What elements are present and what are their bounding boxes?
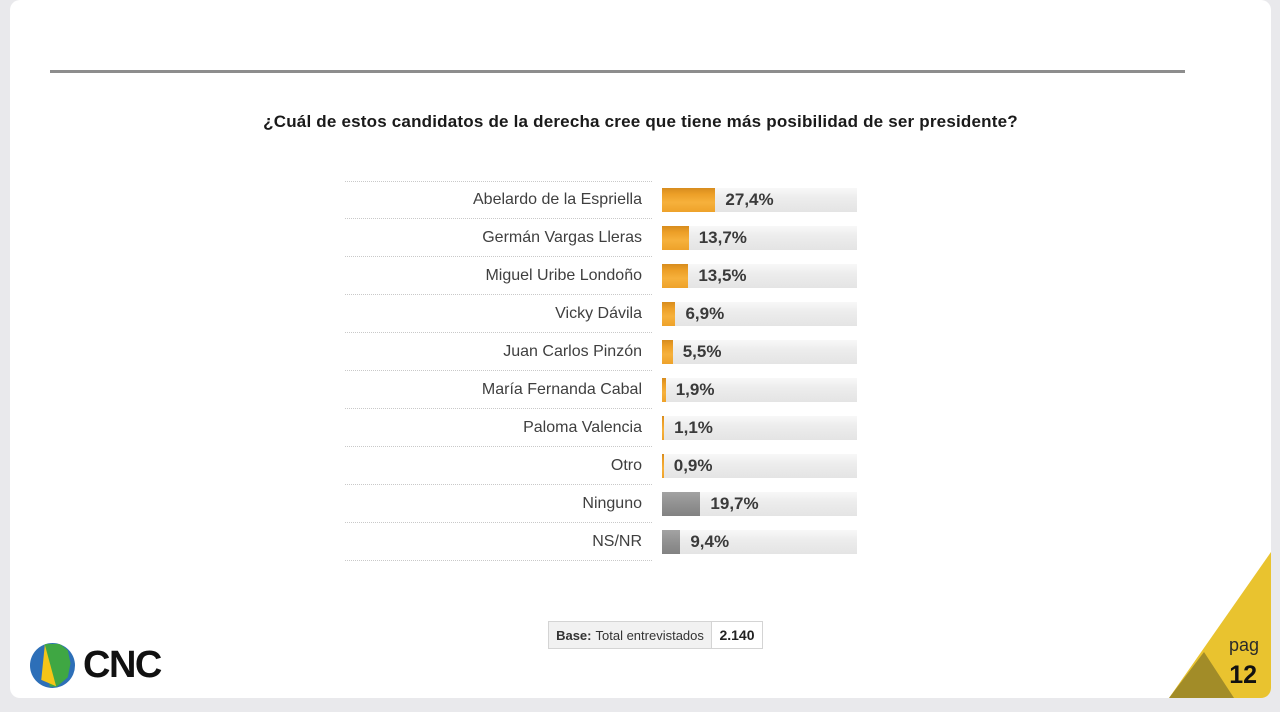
value-label: 5,5% bbox=[682, 342, 722, 361]
bar-track: 6,9% bbox=[662, 302, 857, 326]
chart-row: María Fernanda Cabal 1,9% bbox=[345, 371, 865, 409]
page-corner: pag 12 bbox=[1159, 552, 1271, 698]
value-label: 1,9% bbox=[675, 380, 715, 399]
chart-row: Abelardo de la Espriella 27,4% bbox=[345, 181, 865, 219]
category-label: Miguel Uribe Londoño bbox=[345, 257, 652, 295]
chart-row: Juan Carlos Pinzón 5,5% bbox=[345, 333, 865, 371]
chart-row: Otro 0,9% bbox=[345, 447, 865, 485]
base-label-text: Total entrevistados bbox=[595, 627, 704, 643]
bar bbox=[662, 302, 676, 326]
bar-track: 19,7% bbox=[662, 492, 857, 516]
category-label: Germán Vargas Lleras bbox=[345, 219, 652, 257]
bar bbox=[662, 226, 689, 250]
cnc-logo-icon bbox=[30, 643, 75, 688]
category-label: Vicky Dávila bbox=[345, 295, 652, 333]
page-word: pag bbox=[1228, 635, 1259, 655]
base-table: Base: Total entrevistados 2.140 bbox=[548, 621, 763, 649]
chart-row: Ninguno 19,7% bbox=[345, 485, 865, 523]
value-label: 13,7% bbox=[698, 228, 747, 247]
category-label: Paloma Valencia bbox=[345, 409, 652, 447]
value-label: 9,4% bbox=[690, 532, 730, 551]
bar bbox=[662, 530, 681, 554]
base-label-cell: Base: Total entrevistados bbox=[549, 622, 712, 648]
cnc-logo-text: CNC bbox=[83, 644, 162, 686]
bar-track: 1,9% bbox=[662, 378, 857, 402]
category-label: NS/NR bbox=[345, 523, 652, 561]
value-label: 6,9% bbox=[685, 304, 725, 323]
page-title: ¿Cuál de estos candidatos de la derecha … bbox=[263, 112, 1018, 131]
bar bbox=[662, 340, 673, 364]
category-label: Juan Carlos Pinzón bbox=[345, 333, 652, 371]
bar-chart: Abelardo de la Espriella 27,4% Germán Va… bbox=[345, 181, 865, 561]
divider-line bbox=[50, 70, 1185, 73]
bar-track: 5,5% bbox=[662, 340, 857, 364]
chart-row: Paloma Valencia 1,1% bbox=[345, 409, 865, 447]
bar-track: 13,7% bbox=[662, 226, 857, 250]
bar bbox=[662, 492, 701, 516]
bar bbox=[662, 416, 665, 440]
bar bbox=[662, 188, 716, 212]
chart-row: Miguel Uribe Londoño 13,5% bbox=[345, 257, 865, 295]
chart-row: NS/NR 9,4% bbox=[345, 523, 865, 561]
bar-track: 0,9% bbox=[662, 454, 857, 478]
chart-row: Germán Vargas Lleras 13,7% bbox=[345, 219, 865, 257]
page-corner-triangle-icon bbox=[1169, 552, 1271, 698]
value-label: 1,1% bbox=[674, 418, 713, 437]
category-label: Ninguno bbox=[345, 485, 652, 523]
value-label: 13,5% bbox=[698, 266, 747, 285]
category-label: María Fernanda Cabal bbox=[345, 371, 652, 409]
bar-track: 1,1% bbox=[662, 416, 857, 440]
category-label: Otro bbox=[345, 447, 652, 485]
value-label: 27,4% bbox=[725, 190, 774, 209]
bar bbox=[662, 378, 666, 402]
base-value-cell: 2.140 bbox=[712, 622, 762, 648]
chart-row: Vicky Dávila 6,9% bbox=[345, 295, 865, 333]
cnc-logo: CNC bbox=[30, 643, 162, 688]
value-label: 19,7% bbox=[710, 494, 759, 513]
bar-track: 27,4% bbox=[662, 188, 857, 212]
bar bbox=[662, 264, 689, 288]
value-label: 0,9% bbox=[673, 456, 713, 475]
bar bbox=[662, 454, 664, 478]
slide: ¿Cuál de estos candidatos de la derecha … bbox=[10, 0, 1271, 698]
bar-track: 13,5% bbox=[662, 264, 857, 288]
category-label: Abelardo de la Espriella bbox=[345, 181, 652, 219]
bar-track: 9,4% bbox=[662, 530, 857, 554]
base-label-bold: Base: bbox=[556, 627, 592, 643]
page-number: 12 bbox=[1229, 661, 1257, 689]
